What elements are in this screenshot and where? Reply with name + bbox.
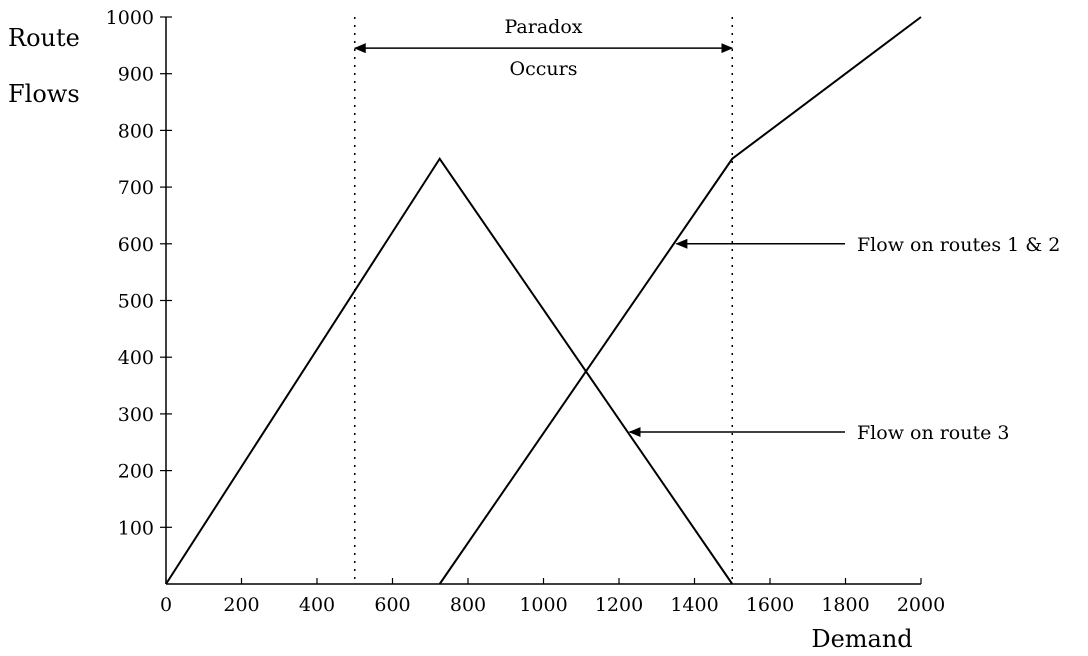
y-tick-label-300: 300 <box>118 404 154 426</box>
y-axis-title-line-2: Flows <box>8 80 80 108</box>
occurs-label: Occurs <box>510 58 578 80</box>
x-tick-label-2000: 2000 <box>897 594 945 616</box>
y-tick-label-100: 100 <box>118 517 154 539</box>
paradox-range-annotation: Paradox Occurs <box>353 16 734 80</box>
x-tick-label-1800: 1800 <box>821 594 869 616</box>
y-tick-label-800: 800 <box>118 120 154 142</box>
y-axis-title-line-1: Route <box>8 24 80 52</box>
x-tick-label-1400: 1400 <box>670 594 718 616</box>
x-tick-label-1000: 1000 <box>519 594 567 616</box>
series-line-routes-1-2 <box>438 16 922 585</box>
y-tick-label-900: 900 <box>118 64 154 86</box>
y-tick-label-200: 200 <box>118 461 154 483</box>
y-axis-ticks: 100 200 300 400 500 600 700 800 900 1000 <box>106 7 172 539</box>
paradox-label: Paradox <box>505 16 583 38</box>
y-tick-label-600: 600 <box>118 234 154 256</box>
series-annotations: Flow on routes 1 & 2 Flow on route 3 <box>628 234 1060 444</box>
x-tick-label-0: 0 <box>160 594 172 616</box>
x-tick-label-1200: 1200 <box>595 594 643 616</box>
reference-lines <box>354 17 733 584</box>
x-tick-label-800: 800 <box>450 594 486 616</box>
x-tick-label-600: 600 <box>374 594 410 616</box>
x-tick-label-400: 400 <box>299 594 335 616</box>
series-line-route-3 <box>165 156 734 585</box>
x-tick-label-1600: 1600 <box>746 594 794 616</box>
y-tick-label-500: 500 <box>118 291 154 313</box>
x-axis-title: Demand <box>811 625 912 653</box>
routes-1-2-annotation-label: Flow on routes 1 & 2 <box>857 234 1060 256</box>
y-tick-label-700: 700 <box>118 177 154 199</box>
y-tick-label-1000: 1000 <box>106 7 154 29</box>
series-lines <box>165 16 922 585</box>
route-3-annotation-label: Flow on route 3 <box>857 422 1009 444</box>
x-axis-ticks: 0 200 400 600 800 1000 1200 1400 1600 1800 2000 <box>160 578 945 616</box>
x-tick-label-200: 200 <box>223 594 259 616</box>
axis-titles: Route Flows Demand <box>8 24 913 653</box>
y-tick-label-400: 400 <box>118 347 154 369</box>
